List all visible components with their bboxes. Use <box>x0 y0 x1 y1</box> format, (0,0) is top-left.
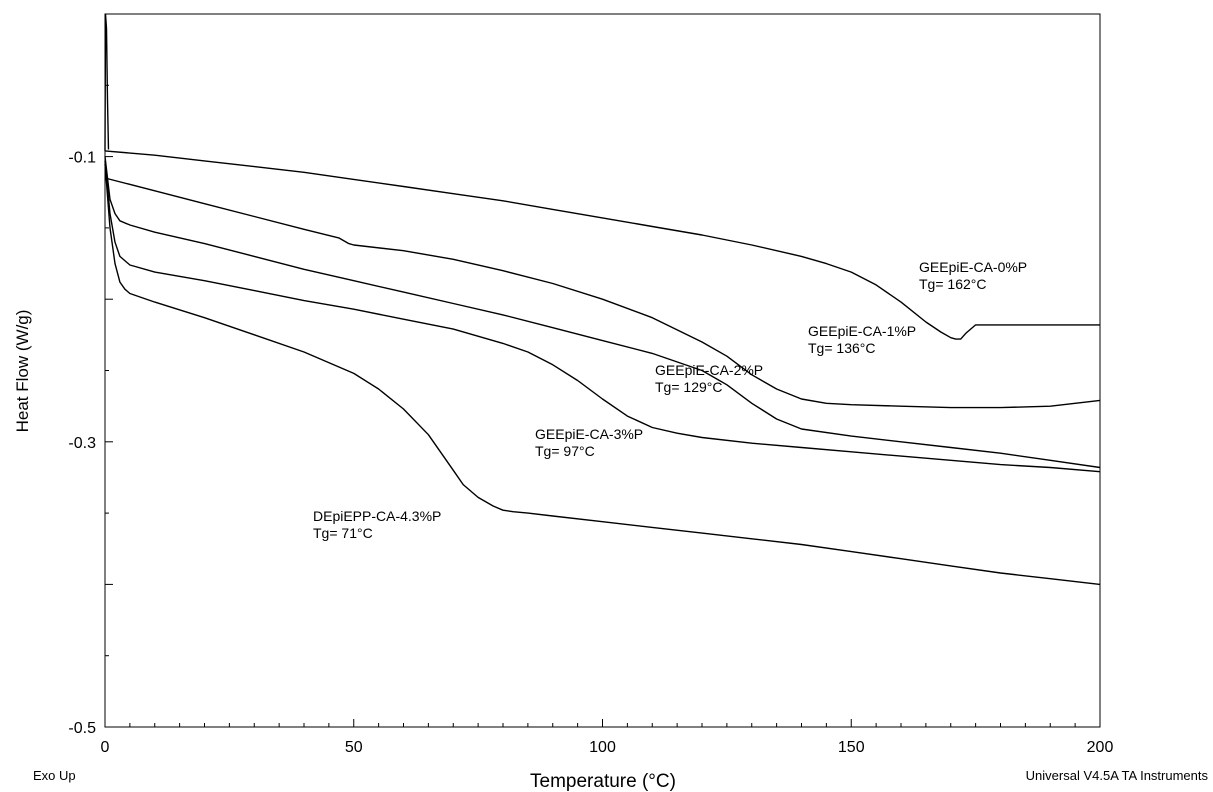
x-tick-label: 150 <box>838 739 865 756</box>
annotation-sample-label: GEEpiE-CA-2%P <box>655 362 763 378</box>
x-tick-label: 50 <box>345 739 363 756</box>
y-tick-labels: -0.1 -0.3 -0.5 <box>68 150 96 737</box>
exo-up-label: Exo Up <box>33 768 76 783</box>
instrument-footer: Universal V4.5A TA Instruments <box>1026 768 1209 783</box>
series-line-0 <box>104 150 1100 340</box>
annotation-tg-label: Tg= 129°C <box>655 379 722 395</box>
annotation-sample-label: DEpiEPP-CA-4.3%P <box>313 508 441 524</box>
series-line-3 <box>104 160 1101 473</box>
series-line-2 <box>104 156 1101 469</box>
series-lines <box>104 13 1101 586</box>
y-tick-label: -0.3 <box>68 435 96 452</box>
annotation-sample-label: GEEpiE-CA-0%P <box>919 259 1027 275</box>
x-tick-label: 0 <box>101 739 110 756</box>
y-tick-label: -0.5 <box>68 720 96 737</box>
annotation-tg-label: Tg= 162°C <box>919 276 986 292</box>
annotation-tg-label: Tg= 136°C <box>808 340 875 356</box>
startup-transient <box>104 13 110 151</box>
annotation-tg-label: Tg= 71°C <box>313 525 373 541</box>
series-line-4 <box>104 163 1101 586</box>
x-tick-labels: 0 50 100 150 200 <box>101 739 1114 756</box>
series-line-1 <box>104 177 1101 409</box>
plot-frame <box>104 13 1101 728</box>
annotation-sample-label: GEEpiE-CA-3%P <box>535 426 643 442</box>
annotation-sample-label: GEEpiE-CA-1%P <box>808 323 916 339</box>
y-tick-label: -0.1 <box>68 150 96 167</box>
y-axis-label: Heat Flow (W/g) <box>13 310 32 433</box>
x-axis-label: Temperature (°C) <box>530 771 676 792</box>
x-tick-label: 200 <box>1087 739 1114 756</box>
x-tick-label: 100 <box>589 739 616 756</box>
tick-marks <box>104 13 1101 728</box>
annotation-tg-label: Tg= 97°C <box>535 443 595 459</box>
